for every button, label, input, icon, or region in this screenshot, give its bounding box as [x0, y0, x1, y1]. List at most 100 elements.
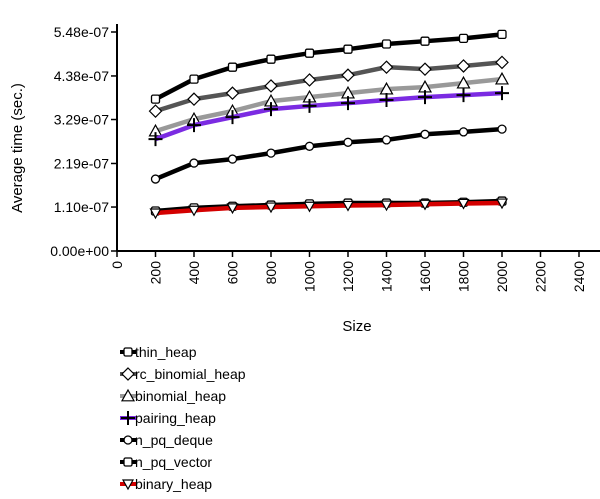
legend-label-n-pq-deque: n_pq_deque — [135, 432, 213, 448]
data-point-pairing-heap — [379, 92, 394, 107]
legend-item-binary-heap: binary_heap — [120, 476, 212, 492]
legend-item-n-pq-deque: n_pq_deque — [120, 432, 213, 448]
legend-marker-pairing-heap — [121, 411, 135, 425]
x-tick-label: 200 — [148, 261, 164, 285]
y-tick-label: 5.48e-07 — [54, 24, 109, 40]
y-tick-label: 0.00e+00 — [50, 243, 109, 259]
x-tick-label: 1800 — [456, 261, 472, 292]
legend-item-pairing-heap: pairing_heap — [120, 410, 216, 426]
data-point-pairing-heap — [148, 132, 163, 147]
data-point-thin-heap — [458, 33, 469, 44]
legend-label-binomial-heap: binomial_heap — [135, 388, 226, 404]
y-tick-label: 2.19e-07 — [54, 155, 109, 171]
x-tick-label: 1400 — [379, 261, 395, 292]
data-point-thin-heap — [497, 29, 507, 40]
y-tick-label: 3.29e-07 — [54, 112, 109, 128]
series-thin-heap — [150, 29, 507, 104]
y-ticks: 0.00e+00 1.10e-07 2.19e-07 3.29e-07 4.38e-07… — [50, 24, 117, 259]
series-n-pq-deque — [150, 124, 507, 184]
legend-item-n-pq-vector: n_pq_vector — [120, 454, 212, 470]
x-tick-label: 400 — [186, 261, 202, 285]
data-point-n-pq-deque — [343, 137, 353, 147]
legend-item-binomial-heap: binomial_heap — [120, 388, 226, 404]
data-point-binary-heap — [264, 202, 278, 214]
data-point-pairing-heap — [495, 86, 509, 101]
data-point-rc-binomial-heap — [148, 104, 163, 118]
data-point-n-pq-deque — [227, 154, 238, 164]
data-point-thin-heap — [304, 48, 315, 58]
series-line-binary-heap — [155, 200, 503, 216]
series-rc-binomial-heap — [148, 55, 509, 118]
data-point-n-pq-deque — [420, 129, 430, 139]
x-tick-label: 1600 — [417, 261, 433, 292]
x-tick-label: 600 — [225, 261, 241, 285]
x-tick-label: 0 — [109, 261, 125, 269]
series-binary-heap — [149, 198, 509, 220]
x-tick-label: 800 — [263, 261, 279, 285]
data-point-thin-heap — [343, 44, 353, 54]
x-tick-label: 2400 — [571, 261, 587, 292]
data-point-thin-heap — [189, 74, 199, 84]
data-point-n-pq-deque — [266, 148, 276, 158]
data-point-n-pq-deque — [497, 124, 507, 134]
data-point-n-pq-deque — [458, 127, 469, 137]
x-tick-label: 1200 — [340, 261, 356, 292]
data-point-binary-heap — [341, 200, 355, 212]
data-point-rc-binomial-heap — [187, 92, 201, 106]
data-point-rc-binomial-heap — [341, 68, 355, 83]
legend-marker-n-pq-vector — [123, 457, 133, 467]
data-point-binary-heap — [226, 203, 239, 215]
axes — [116, 24, 600, 252]
legend-label-rc-binomial-heap: rc_binomial_heap — [135, 366, 246, 382]
legend-marker-binomial-heap — [120, 388, 136, 402]
legend-marker-thin-heap — [123, 347, 133, 357]
data-point-pairing-heap — [264, 102, 278, 117]
legend-marker-binary-heap — [121, 479, 135, 491]
data-point-rc-binomial-heap — [302, 73, 317, 87]
data-point-binary-heap — [418, 199, 432, 211]
series-line-rc-binomial-heap — [154, 60, 503, 114]
x-ticks: 0 200 400 600 800 1000 1200 1400 1600 1800 2000 220… — [109, 251, 587, 292]
data-point-binomial-heap — [494, 71, 510, 85]
legend-item-rc-binomial-heap: rc_binomial_heap — [120, 366, 246, 382]
data-point-n-pq-deque — [381, 135, 392, 145]
legend-item-thin-heap: thin_heap — [120, 344, 197, 360]
series-pairing-heap — [148, 86, 509, 147]
legend-label-pairing-heap: pairing_heap — [135, 410, 216, 426]
data-point-binary-heap — [380, 200, 393, 212]
y-tick-label: 4.38e-07 — [54, 68, 109, 84]
data-point-binary-heap — [149, 208, 162, 220]
data-point-n-pq-deque — [150, 174, 161, 184]
plot-area — [148, 29, 510, 220]
legend-label-n-pq-vector: n_pq_vector — [135, 454, 212, 470]
data-point-pairing-heap — [341, 96, 355, 111]
legend-marker-n-pq-deque — [123, 435, 133, 445]
data-point-pairing-heap — [418, 90, 432, 105]
data-point-thin-heap — [227, 62, 238, 72]
data-point-rc-binomial-heap — [456, 59, 471, 73]
legend-label-binary-heap: binary_heap — [135, 476, 212, 492]
series-line-binomial-heap — [154, 76, 503, 134]
y-tick-label: 1.10e-07 — [54, 199, 109, 215]
data-point-rc-binomial-heap — [225, 86, 240, 100]
y-axis-title: Average time (sec.) — [9, 83, 26, 213]
series-line-n-pq-deque — [154, 126, 503, 182]
data-point-rc-binomial-heap — [495, 55, 509, 70]
data-point-rc-binomial-heap — [379, 60, 394, 75]
data-point-rc-binomial-heap — [264, 79, 278, 93]
data-point-pairing-heap — [456, 88, 471, 103]
data-point-n-pq-deque — [189, 158, 199, 168]
data-point-binary-heap — [495, 198, 509, 210]
x-axis-title: Size — [342, 318, 371, 335]
legend-label-thin-heap: thin_heap — [135, 344, 197, 360]
data-point-binary-heap — [457, 198, 470, 210]
data-point-rc-binomial-heap — [418, 62, 432, 77]
x-tick-label: 2000 — [494, 261, 510, 292]
x-tick-label: 2200 — [533, 261, 549, 292]
data-point-thin-heap — [266, 54, 276, 64]
series-line-pairing-heap — [154, 90, 503, 142]
data-point-binary-heap — [187, 205, 201, 217]
legend: thin_heap rc_binomial_heap binomial_heappa… — [120, 344, 246, 492]
data-point-thin-heap — [420, 36, 430, 46]
